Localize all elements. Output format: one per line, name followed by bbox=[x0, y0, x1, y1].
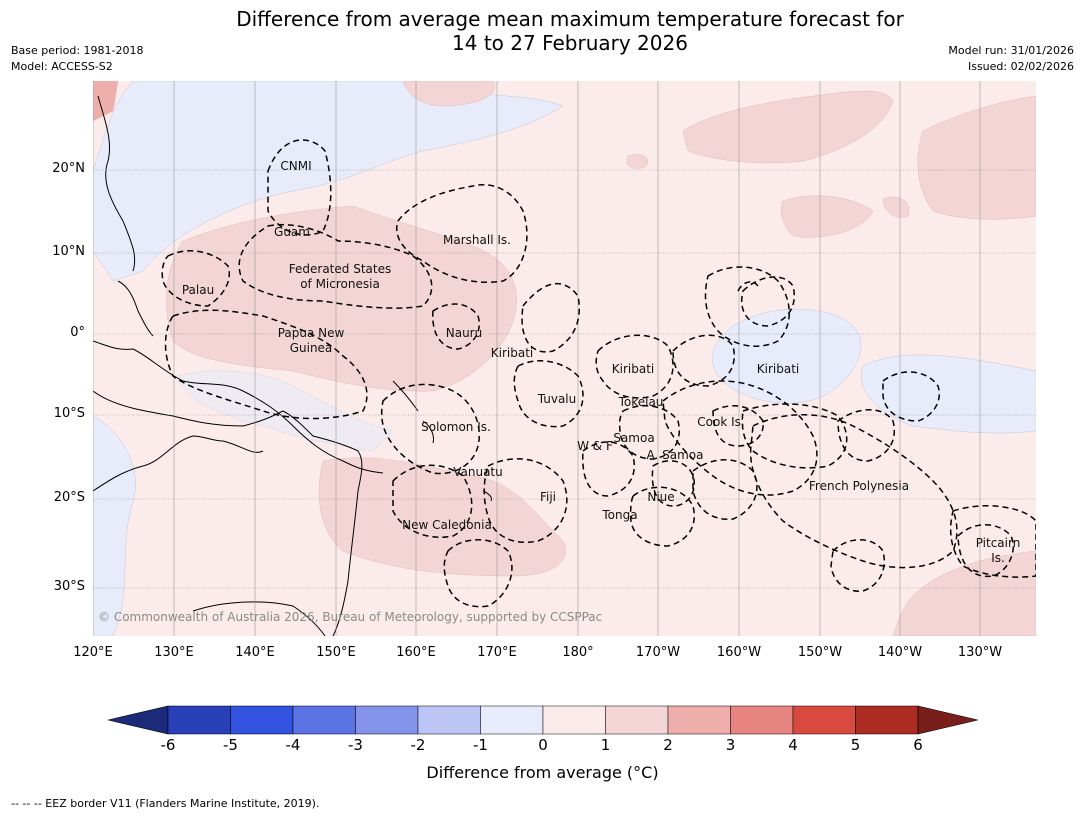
colorbar-max-extend bbox=[917, 705, 978, 735]
region-label: Tuvalu bbox=[537, 392, 577, 406]
region-label: Fiji bbox=[540, 490, 556, 504]
latitude-tick-label: 20°S bbox=[53, 490, 85, 505]
latitude-tick-label: 20°N bbox=[52, 161, 85, 176]
colorbar-segment bbox=[355, 705, 419, 735]
colorbar-tick-label: -5 bbox=[223, 736, 238, 754]
region-label: W & F bbox=[577, 439, 613, 453]
colorbar-segment bbox=[855, 705, 919, 735]
region-label: Marshall Is. bbox=[443, 233, 511, 247]
latitude-tick-label: 0° bbox=[70, 325, 85, 340]
region-label: New Caledonia bbox=[402, 518, 492, 532]
region-label: Kiribati bbox=[612, 362, 654, 376]
region-label: Niue bbox=[647, 490, 674, 504]
colorbar-tick-label: -4 bbox=[285, 736, 301, 754]
latitude-tick-label: 10°N bbox=[52, 244, 85, 259]
colorbar-tick-label: 4 bbox=[788, 736, 798, 754]
longitude-tick-label: 160°E bbox=[396, 645, 436, 660]
colorbar-segment bbox=[792, 705, 856, 735]
model-label: Model: ACCESS-S2 bbox=[11, 60, 113, 73]
colorbar-tick-label: 1 bbox=[600, 736, 611, 754]
longitude-tick-label: 150°W bbox=[797, 645, 843, 660]
latitude-tick-label: 30°S bbox=[53, 579, 85, 594]
region-label: A. Samoa bbox=[647, 448, 704, 462]
colorbar-segment bbox=[230, 705, 294, 735]
region-label: Is. bbox=[991, 551, 1005, 565]
region-label: Tokelau bbox=[618, 395, 664, 409]
region-label: French Polynesia bbox=[809, 479, 909, 493]
colorbar-segment bbox=[542, 705, 606, 735]
longitude-tick-label: 170°W bbox=[635, 645, 681, 660]
positive-anomaly-regions bbox=[93, 81, 1036, 636]
region-label: Samoa bbox=[613, 431, 654, 445]
region-label: Federated States bbox=[289, 262, 391, 276]
map-title-line2: 14 to 27 February 2026 bbox=[452, 31, 688, 55]
colorbar-segment bbox=[667, 705, 731, 735]
colorbar-segment bbox=[730, 705, 794, 735]
longitude-tick-label: 120°E bbox=[73, 645, 113, 660]
map-title-line1: Difference from average mean maximum tem… bbox=[236, 7, 904, 31]
region-label: Vanuatu bbox=[453, 465, 503, 479]
colorbar-tick-label: 5 bbox=[850, 736, 861, 754]
region-label: Cook Is. bbox=[697, 415, 744, 429]
issued-label: Issued: 02/02/2026 bbox=[967, 60, 1074, 73]
colorbar-tick-label: 3 bbox=[725, 736, 736, 754]
region-label: Solomon Is. bbox=[421, 420, 491, 434]
longitude-tick-label: 160°W bbox=[716, 645, 762, 660]
region-label: Guinea bbox=[290, 341, 333, 355]
graticule bbox=[93, 81, 1036, 636]
region-label: Kiribati bbox=[757, 362, 799, 376]
region-label: Nauru bbox=[446, 326, 482, 340]
region-label: Papua New bbox=[278, 326, 345, 340]
latitude-tick-label: 10°S bbox=[53, 406, 85, 421]
region-label: Kiribati bbox=[491, 346, 533, 360]
region-label: Guam bbox=[274, 225, 310, 239]
region-label: of Micronesia bbox=[300, 277, 380, 291]
longitude-tick-label: 130°E bbox=[154, 645, 194, 660]
colorbar-tick-label: 2 bbox=[663, 736, 673, 754]
colorbar-min-extend bbox=[108, 705, 169, 735]
eez-legend-note: -- -- -- EEZ border V11 (Flanders Marine… bbox=[11, 797, 320, 810]
colorbar-segment bbox=[417, 705, 481, 735]
colorbar-tick-label: 0 bbox=[538, 736, 548, 754]
longitude-tick-label: 180° bbox=[562, 645, 594, 660]
colorbar-segment bbox=[480, 705, 544, 735]
eez-borders bbox=[161, 139, 1036, 608]
longitude-tick-label: 150°E bbox=[316, 645, 356, 660]
region-label: Tonga bbox=[601, 508, 637, 522]
longitude-tick-label: 140°E bbox=[235, 645, 275, 660]
colorbar-label: Difference from average (°C) bbox=[426, 763, 659, 782]
region-label: Pitcairn bbox=[976, 536, 1021, 550]
region-label: CNMI bbox=[280, 159, 311, 173]
colorbar-tick-label: -3 bbox=[348, 736, 363, 754]
model-run-label: Model run: 31/01/2026 bbox=[948, 44, 1074, 57]
colorbar-segment bbox=[167, 705, 231, 735]
colorbar-tick-label: 6 bbox=[913, 736, 923, 754]
colorbar-segment bbox=[292, 705, 356, 735]
longitude-tick-label: 170°E bbox=[477, 645, 517, 660]
longitude-tick-label: 140°W bbox=[877, 645, 923, 660]
base-period-label: Base period: 1981-2018 bbox=[11, 44, 144, 57]
colorbar-tick-label: -1 bbox=[473, 736, 488, 754]
copyright-text: © Commonwealth of Australia 2026, Bureau… bbox=[98, 610, 602, 624]
region-label: Palau bbox=[182, 283, 214, 297]
colorbar-tick-label: -6 bbox=[160, 736, 176, 754]
colorbar bbox=[108, 705, 978, 735]
negative-anomaly-regions bbox=[93, 81, 1036, 636]
colorbar-tick-label: -2 bbox=[410, 736, 426, 754]
colorbar-segment bbox=[605, 705, 669, 735]
longitude-tick-label: 130°W bbox=[957, 645, 1003, 660]
